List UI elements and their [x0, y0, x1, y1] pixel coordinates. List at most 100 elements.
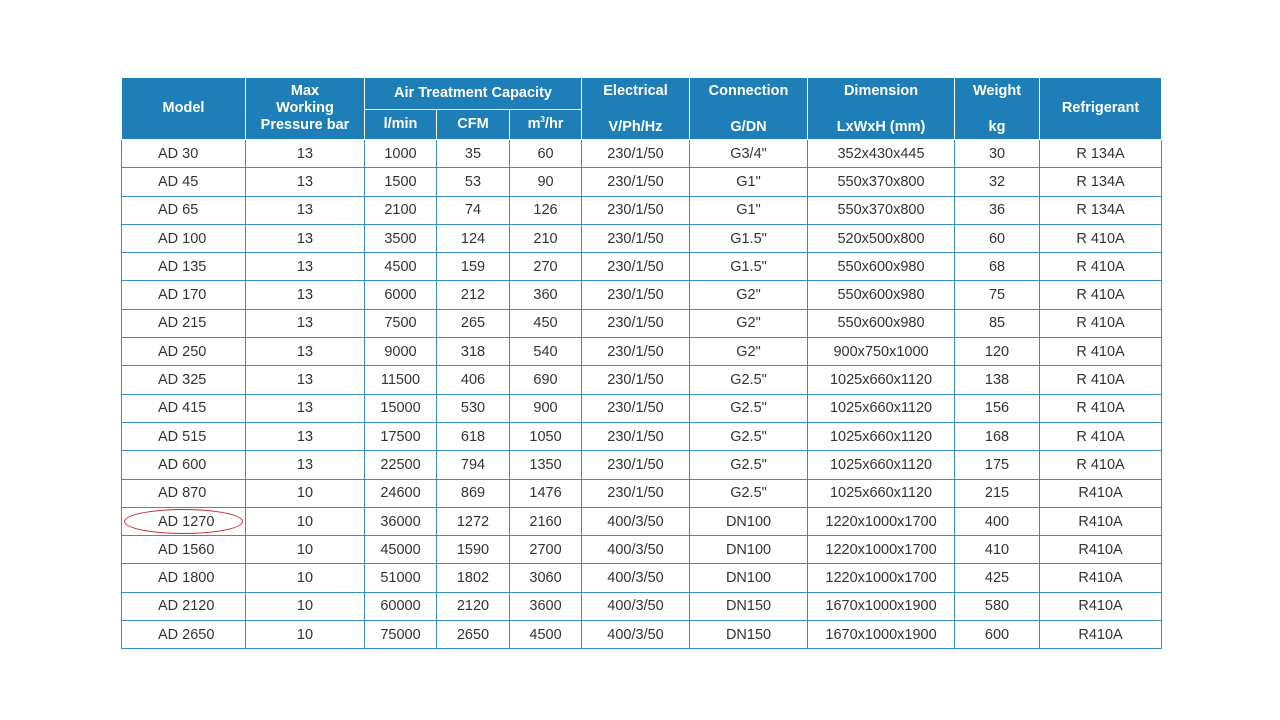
model-label: AD 870 [158, 485, 207, 502]
pressure-cell: 13 [245, 393, 365, 423]
lmin-cell: 22500 [364, 450, 437, 480]
m3hr-cell: 2160 [508, 506, 583, 537]
connection-cell: G2.5" [689, 478, 809, 508]
connection-cell: DN100 [689, 563, 809, 593]
connection-cell: G2" [689, 308, 809, 339]
weight-cell: 425 [954, 563, 1041, 593]
connection-cell: G2.5" [689, 393, 809, 423]
m3hr-cell: 540 [508, 337, 583, 367]
m3hr-cell: 450 [508, 308, 583, 339]
electrical-cell: 230/1/50 [581, 308, 691, 339]
pressure-cell: 13 [245, 138, 365, 169]
dimension-cell: 1670x1000x1900 [807, 620, 956, 650]
table-row: AD 250 13 9000 318 540 230/1/50 G2" 900x750x100… [121, 337, 1163, 367]
model-cell-value: AD 100 [121, 223, 246, 254]
electrical-cell: 400/3/50 [581, 591, 691, 622]
lmin-cell: 3500 [364, 223, 437, 254]
header-weight-line1: Weight [972, 82, 1022, 99]
cfm-cell: 159 [436, 252, 510, 282]
refrigerant-cell: R 410A [1039, 365, 1163, 395]
electrical-cell: 230/1/50 [581, 223, 691, 254]
lmin-cell: 6000 [364, 280, 437, 310]
weight-cell: 75 [954, 280, 1041, 310]
refrigerant-cell: R 410A [1039, 421, 1163, 452]
refrigerant-cell: R 410A [1039, 308, 1163, 339]
model-cell-value: AD 135 [121, 252, 246, 282]
model-label: AD 415 [158, 400, 207, 417]
dimension-cell: 1025x660x1120 [807, 365, 956, 395]
cfm-cell: 212 [436, 280, 510, 310]
dimension-cell: 550x600x980 [807, 252, 956, 282]
electrical-cell: 230/1/50 [581, 138, 691, 169]
dimension-cell: 1025x660x1120 [807, 393, 956, 423]
header-cfm: CFM [436, 109, 510, 140]
table-row: AD 30 13 1000 35 60 230/1/50 G3/4" 352x430x445 3… [121, 138, 1163, 169]
lmin-cell: 2100 [364, 195, 437, 225]
electrical-cell: 400/3/50 [581, 563, 691, 593]
electrical-cell: 230/1/50 [581, 337, 691, 367]
pressure-cell: 10 [245, 506, 365, 537]
connection-cell: G2" [689, 280, 809, 310]
refrigerant-cell: R410A [1039, 478, 1163, 508]
table-header: Model Max Working Pressure bar Air Treat… [121, 77, 1163, 140]
refrigerant-cell: R 410A [1039, 223, 1163, 254]
connection-cell: DN150 [689, 591, 809, 622]
refrigerant-cell: R410A [1039, 620, 1163, 650]
pressure-cell: 13 [245, 280, 365, 310]
weight-cell: 215 [954, 478, 1041, 508]
header-electrical-line1: Electrical [603, 82, 668, 99]
table-row: AD 515 13 17500 618 1050 230/1/50 G2.5" 1025x66… [121, 421, 1163, 452]
model-cell-value: AD 515 [121, 421, 246, 452]
model-label: AD 1800 [158, 570, 215, 587]
pressure-cell: 13 [245, 252, 365, 282]
m3hr-cell: 1476 [508, 478, 583, 508]
table-row: AD 100 13 3500 124 210 230/1/50 G1.5" 520x500x8… [121, 223, 1163, 254]
dimension-cell: 1220x1000x1700 [807, 535, 956, 565]
header-electrical: Electrical V/Ph/Hz [581, 77, 691, 140]
model-label: AD 2120 [158, 598, 215, 615]
table-row: AD 415 13 15000 530 900 230/1/50 G2.5" 1025x660… [121, 393, 1163, 423]
cfm-cell: 2650 [436, 620, 510, 650]
connection-cell: G1" [689, 195, 809, 225]
refrigerant-cell: R 410A [1039, 450, 1163, 480]
pressure-cell: 10 [245, 591, 365, 622]
lmin-cell: 51000 [364, 563, 437, 593]
table-row: AD 215 13 7500 265 450 230/1/50 G2" 550x600x980… [121, 308, 1163, 339]
table-row: AD 65 13 2100 74 126 230/1/50 G1" 550x370x800 36… [121, 195, 1163, 225]
header-connection: Connection G/DN [689, 77, 809, 140]
model-label: AD 45 [158, 173, 199, 190]
electrical-cell: 230/1/50 [581, 252, 691, 282]
table-row: AD 325 13 11500 406 690 230/1/50 G2.5" 1025x660… [121, 365, 1163, 395]
model-label: AD 600 [158, 456, 207, 473]
table-row: AD 2120 10 60000 2120 3600 400/3/50 DN150 1670x… [121, 591, 1163, 622]
header-pressure-line2: Working [276, 100, 334, 116]
model-cell-value: AD 1270 [121, 506, 246, 537]
model-cell-value: AD 30 [121, 138, 246, 169]
weight-cell: 68 [954, 252, 1041, 282]
model-label: AD 215 [158, 315, 207, 332]
weight-cell: 60 [954, 223, 1041, 254]
model-label: AD 1560 [158, 541, 215, 558]
refrigerant-cell: R 410A [1039, 252, 1163, 282]
electrical-cell: 400/3/50 [581, 535, 691, 565]
pressure-cell: 13 [245, 195, 365, 225]
weight-cell: 156 [954, 393, 1041, 423]
lmin-cell: 60000 [364, 591, 437, 622]
pressure-cell: 10 [245, 620, 365, 650]
lmin-cell: 24600 [364, 478, 437, 508]
table-row: AD 870 10 24600 869 1476 230/1/50 G2.5" 1025x66… [121, 478, 1163, 508]
cfm-cell: 53 [436, 167, 510, 197]
model-cell-value: AD 325 [121, 365, 246, 395]
weight-cell: 410 [954, 535, 1041, 565]
connection-cell: G3/4" [689, 138, 809, 169]
weight-cell: 120 [954, 337, 1041, 367]
m3hr-cell: 900 [508, 393, 583, 423]
header-air-treatment-capacity: Air Treatment Capacity [363, 77, 583, 110]
header-weight: Weight kg [954, 77, 1041, 140]
pressure-cell: 10 [245, 563, 365, 593]
cfm-cell: 1272 [436, 506, 510, 537]
dimension-cell: 550x600x980 [807, 308, 956, 339]
lmin-cell: 4500 [364, 252, 437, 282]
model-cell-value: AD 250 [121, 337, 246, 367]
dimension-cell: 352x430x445 [807, 138, 956, 169]
